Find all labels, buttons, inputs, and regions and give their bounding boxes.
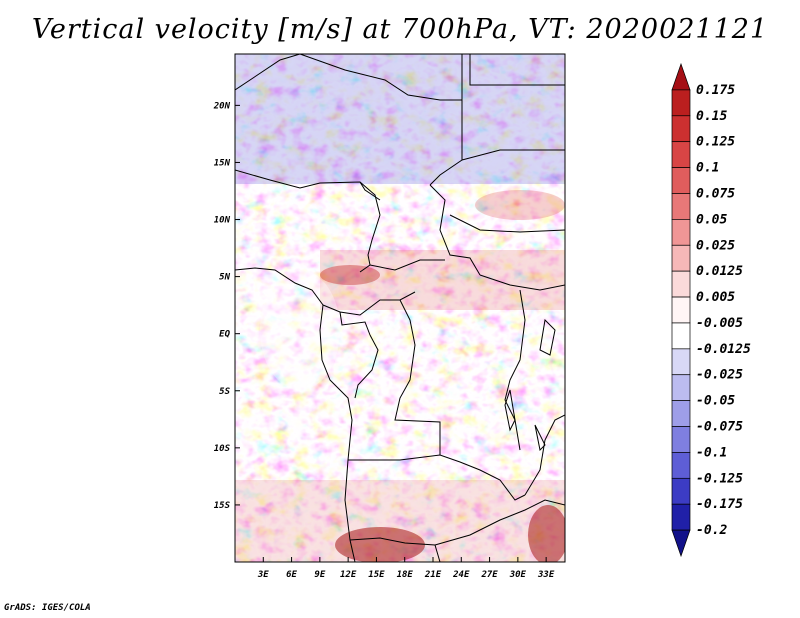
colorbar-label: 0.05: [696, 212, 727, 227]
lon-label: 21E: [424, 570, 442, 580]
colorbar-label: 0.15: [696, 109, 727, 124]
lon-label: 15E: [368, 570, 385, 580]
colorbar-label: -0.005: [696, 316, 743, 331]
colorbar-swatch: [671, 219, 691, 246]
colorbar-swatch: [671, 244, 691, 272]
lon-label: 12E: [340, 570, 357, 580]
colorbar-swatch: [671, 193, 691, 220]
colorbar-label: 0.175: [696, 83, 735, 98]
lat-label: 5N: [219, 273, 230, 283]
longitude-axis: 3E 6E 9E 12E 15E 18E 21E 24E 27E 30E 33E: [257, 557, 555, 580]
colorbar-swatch: [671, 270, 691, 298]
colorbar-label: -0.1: [696, 445, 727, 460]
colorbar-swatch: [671, 477, 691, 505]
lat-label: EQ: [219, 330, 230, 340]
lat-label: 15N: [214, 158, 231, 168]
velocity-field: [235, 54, 565, 562]
colorbar-label: -0.125: [696, 471, 743, 486]
colorbar-swatch: [671, 374, 691, 401]
colorbar-swatch: [671, 167, 691, 194]
colorbar-swatch: [671, 141, 691, 168]
colorbar-label: 0.1: [696, 161, 719, 176]
colorbar-label: 0.005: [696, 290, 735, 305]
colorbar-label: -0.05: [696, 394, 735, 409]
lon-label: 27E: [480, 570, 498, 580]
colorbar-swatch: [671, 529, 691, 558]
colorbar-label: -0.025: [696, 368, 743, 383]
colorbar-swatch: [671, 503, 691, 531]
lon-label: 6E: [286, 570, 297, 580]
country-boundaries: [235, 54, 565, 562]
colorbar-swatch: [671, 452, 691, 479]
colorbar-swatch: [671, 400, 691, 427]
colorbar-swatch: [671, 115, 691, 143]
lat-label: 5S: [219, 387, 230, 397]
lon-label: 33E: [537, 570, 555, 580]
colorbar-label: -0.075: [696, 420, 743, 435]
colorbar-label: -0.0125: [696, 342, 751, 357]
colorbar-swatch: [671, 322, 691, 350]
lat-label: 20N: [213, 101, 231, 111]
lon-label: 3E: [257, 570, 269, 580]
colorbar-label: 0.025: [696, 238, 735, 253]
colorbar-label: 0.0125: [696, 264, 743, 279]
colorbar-label: 0.075: [696, 186, 735, 201]
colorbar-swatch: [671, 89, 691, 117]
plot-frame: [234, 53, 566, 563]
colorbar-label: -0.2: [696, 523, 727, 538]
lon-label: 9E: [314, 570, 325, 580]
colorbar-label: 0.125: [696, 135, 735, 150]
grads-credit: GrADS: IGES/COLA: [4, 603, 91, 613]
lat-label: 15S: [214, 501, 231, 511]
latitude-axis: 20N 15N 10N 5N EQ 5S 10S 15S: [213, 101, 240, 511]
lon-label: 24E: [452, 570, 470, 580]
colorbar-swatch: [671, 348, 691, 376]
lon-label: 30E: [509, 570, 527, 580]
lon-label: 18E: [397, 570, 414, 580]
lat-label: 10S: [214, 444, 231, 454]
colorbar-swatch: [671, 62, 691, 91]
map-title: Vertical velocity [m/s] at 700hPa, VT: 2…: [31, 14, 769, 45]
colorbar-swatch: [671, 296, 691, 324]
colorbar-swatch: [671, 426, 691, 453]
lat-label: 10N: [214, 216, 231, 226]
colorbar-label: -0.175: [696, 497, 743, 512]
colorbar: 0.175 0.15 0.125 0.1 0.075 0.05 0.025 0.0125 0.0…: [671, 62, 751, 558]
